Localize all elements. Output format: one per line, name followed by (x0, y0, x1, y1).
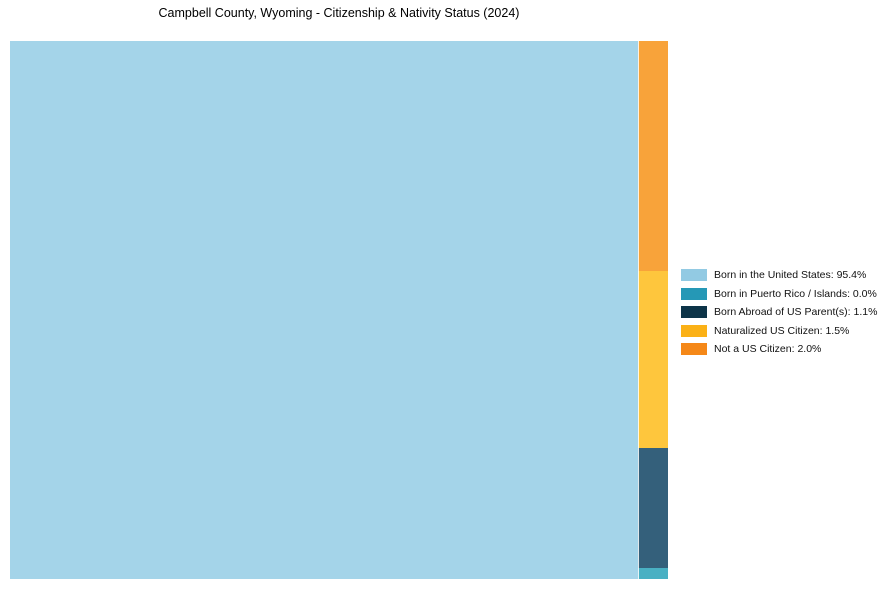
legend-item-naturalized-us-citizen: Naturalized US Citizen: 1.5% (681, 322, 877, 341)
legend-item-born-in-the-united-states: Born in the United States: 95.4% (681, 266, 877, 285)
legend-item-born-in-puerto-rico-islands: Born in Puerto Rico / Islands: 0.0% (681, 285, 877, 304)
legend-label: Naturalized US Citizen: 1.5% (714, 324, 850, 337)
legend-item-not-a-us-citizen: Not a US Citizen: 2.0% (681, 340, 877, 359)
legend-item-born-abroad-of-us-parent-s: Born Abroad of US Parent(s): 1.1% (681, 303, 877, 322)
treemap-block-born-in-puerto-rico-islands (638, 568, 668, 579)
treemap-block-naturalized-us-citizen (638, 271, 668, 448)
chart-title: Campbell County, Wyoming - Citizenship &… (158, 6, 520, 20)
legend-swatch-born-in-the-united-states (681, 269, 707, 282)
legend-label: Born in the United States: 95.4% (714, 269, 867, 282)
legend-swatch-naturalized-us-citizen (681, 324, 707, 337)
legend-label: Born Abroad of US Parent(s): 1.1% (714, 306, 878, 319)
treemap-block-born-abroad-of-us-parent-s (638, 448, 668, 568)
legend-label: Not a US Citizen: 2.0% (714, 343, 822, 356)
legend: Born in the United States: 95.4% Born in … (681, 266, 877, 359)
legend-swatch-born-in-puerto-rico-islands (681, 287, 707, 300)
legend-label: Born in Puerto Rico / Islands: 0.0% (714, 287, 877, 300)
legend-swatch-born-abroad-of-us-parent-s (681, 306, 707, 319)
treemap-block-not-a-us-citizen (638, 41, 668, 271)
legend-swatch-not-a-us-citizen (681, 343, 707, 356)
treemap-block-born-in-the-united-states (10, 41, 638, 579)
